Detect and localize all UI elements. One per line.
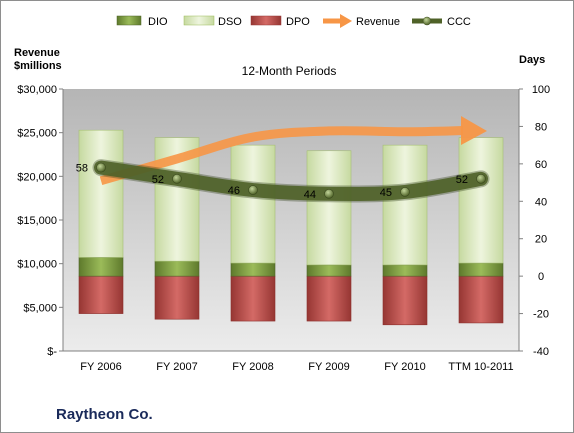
legend-dso-swatch bbox=[183, 15, 215, 26]
left-tick-label: $10,000 bbox=[17, 259, 57, 271]
legend-revenue-arrow bbox=[323, 14, 352, 28]
bars bbox=[78, 129, 504, 326]
bar-dio bbox=[154, 260, 200, 277]
x-tick-label: FY 2007 bbox=[156, 361, 197, 373]
right-axis-title: Days bbox=[519, 54, 545, 66]
ccc-point bbox=[476, 174, 486, 184]
ccc-data-label: 52 bbox=[456, 174, 468, 186]
axis-ticks: $- $5,000 $10,000 $15,000 $20,000 $25,000 $30,… bbox=[17, 84, 550, 373]
right-tick-label: 40 bbox=[535, 196, 547, 208]
right-tick-label: -20 bbox=[533, 309, 549, 321]
bar-dpo bbox=[458, 275, 504, 324]
bar-dpo bbox=[78, 275, 124, 314]
left-axis-title-line2: $millions bbox=[14, 60, 62, 72]
ccc-point bbox=[324, 189, 334, 199]
right-tick-label: 80 bbox=[535, 121, 547, 133]
ccc-point bbox=[400, 187, 410, 197]
bar-dpo bbox=[154, 275, 200, 320]
x-tick-label: FY 2010 bbox=[384, 361, 425, 373]
bar-dpo bbox=[382, 275, 428, 326]
ccc-data-label: 58 bbox=[76, 163, 88, 175]
ccc-data-label: 45 bbox=[380, 187, 392, 199]
legend-dpo-swatch bbox=[250, 15, 282, 26]
chart-title: 12-Month Periods bbox=[242, 64, 337, 78]
x-tick-label: FY 2008 bbox=[232, 361, 273, 373]
left-axis-title-line1: Revenue bbox=[14, 47, 60, 59]
revenue-line bbox=[99, 126, 464, 186]
right-tick-label: 0 bbox=[538, 271, 544, 283]
bar-dso bbox=[78, 129, 124, 258]
right-tick-label: 60 bbox=[535, 159, 547, 171]
bar-dio bbox=[306, 264, 352, 277]
data-labels: 58 52 46 44 45 52 bbox=[76, 163, 468, 201]
right-tick-label: -40 bbox=[533, 346, 549, 358]
bar-dio bbox=[78, 257, 124, 277]
legend-ccc-line bbox=[412, 16, 442, 26]
legend-revenue-label: Revenue bbox=[356, 16, 400, 28]
right-tick-label: 20 bbox=[535, 234, 547, 246]
x-tick-label: FY 2006 bbox=[80, 361, 121, 373]
bar-dso bbox=[382, 144, 428, 266]
ccc-data-label: 46 bbox=[228, 185, 240, 197]
legend-dpo-label: DPO bbox=[286, 16, 310, 28]
left-tick-label: $15,000 bbox=[17, 215, 57, 227]
legend: DIO DSO DPO Revenue CCC bbox=[116, 14, 471, 28]
ccc-point bbox=[96, 162, 106, 173]
bar-dso bbox=[230, 144, 276, 264]
revenue-arrowhead bbox=[461, 116, 487, 146]
bar-dpo bbox=[306, 275, 352, 322]
bar-dso bbox=[458, 137, 504, 264]
bar-dpo bbox=[230, 275, 276, 322]
bar-dio bbox=[458, 262, 504, 277]
ccc-line bbox=[94, 160, 488, 202]
bar-dio bbox=[382, 264, 428, 277]
ccc-data-label: 52 bbox=[152, 174, 164, 186]
legend-dio-label: DIO bbox=[148, 16, 168, 28]
ccc-point bbox=[248, 185, 258, 195]
left-tick-label: $- bbox=[47, 346, 57, 358]
company-name: Raytheon Co. bbox=[56, 406, 153, 423]
legend-dio-swatch bbox=[116, 15, 142, 26]
left-tick-label: $20,000 bbox=[17, 171, 57, 183]
legend-dso-label: DSO bbox=[218, 16, 242, 28]
legend-ccc-label: CCC bbox=[447, 16, 471, 28]
lines bbox=[92, 116, 490, 203]
left-tick-label: $25,000 bbox=[17, 128, 57, 140]
x-tick-label: FY 2009 bbox=[308, 361, 349, 373]
left-tick-label: $30,000 bbox=[17, 84, 57, 96]
bar-dso bbox=[306, 150, 352, 266]
right-tick-label: 100 bbox=[532, 84, 550, 96]
x-tick-label: TTM 10-2011 bbox=[448, 361, 513, 373]
left-tick-label: $5,000 bbox=[23, 302, 57, 314]
bar-dio bbox=[230, 262, 276, 277]
ccc-data-label: 44 bbox=[304, 189, 316, 201]
ccc-point bbox=[172, 174, 182, 184]
